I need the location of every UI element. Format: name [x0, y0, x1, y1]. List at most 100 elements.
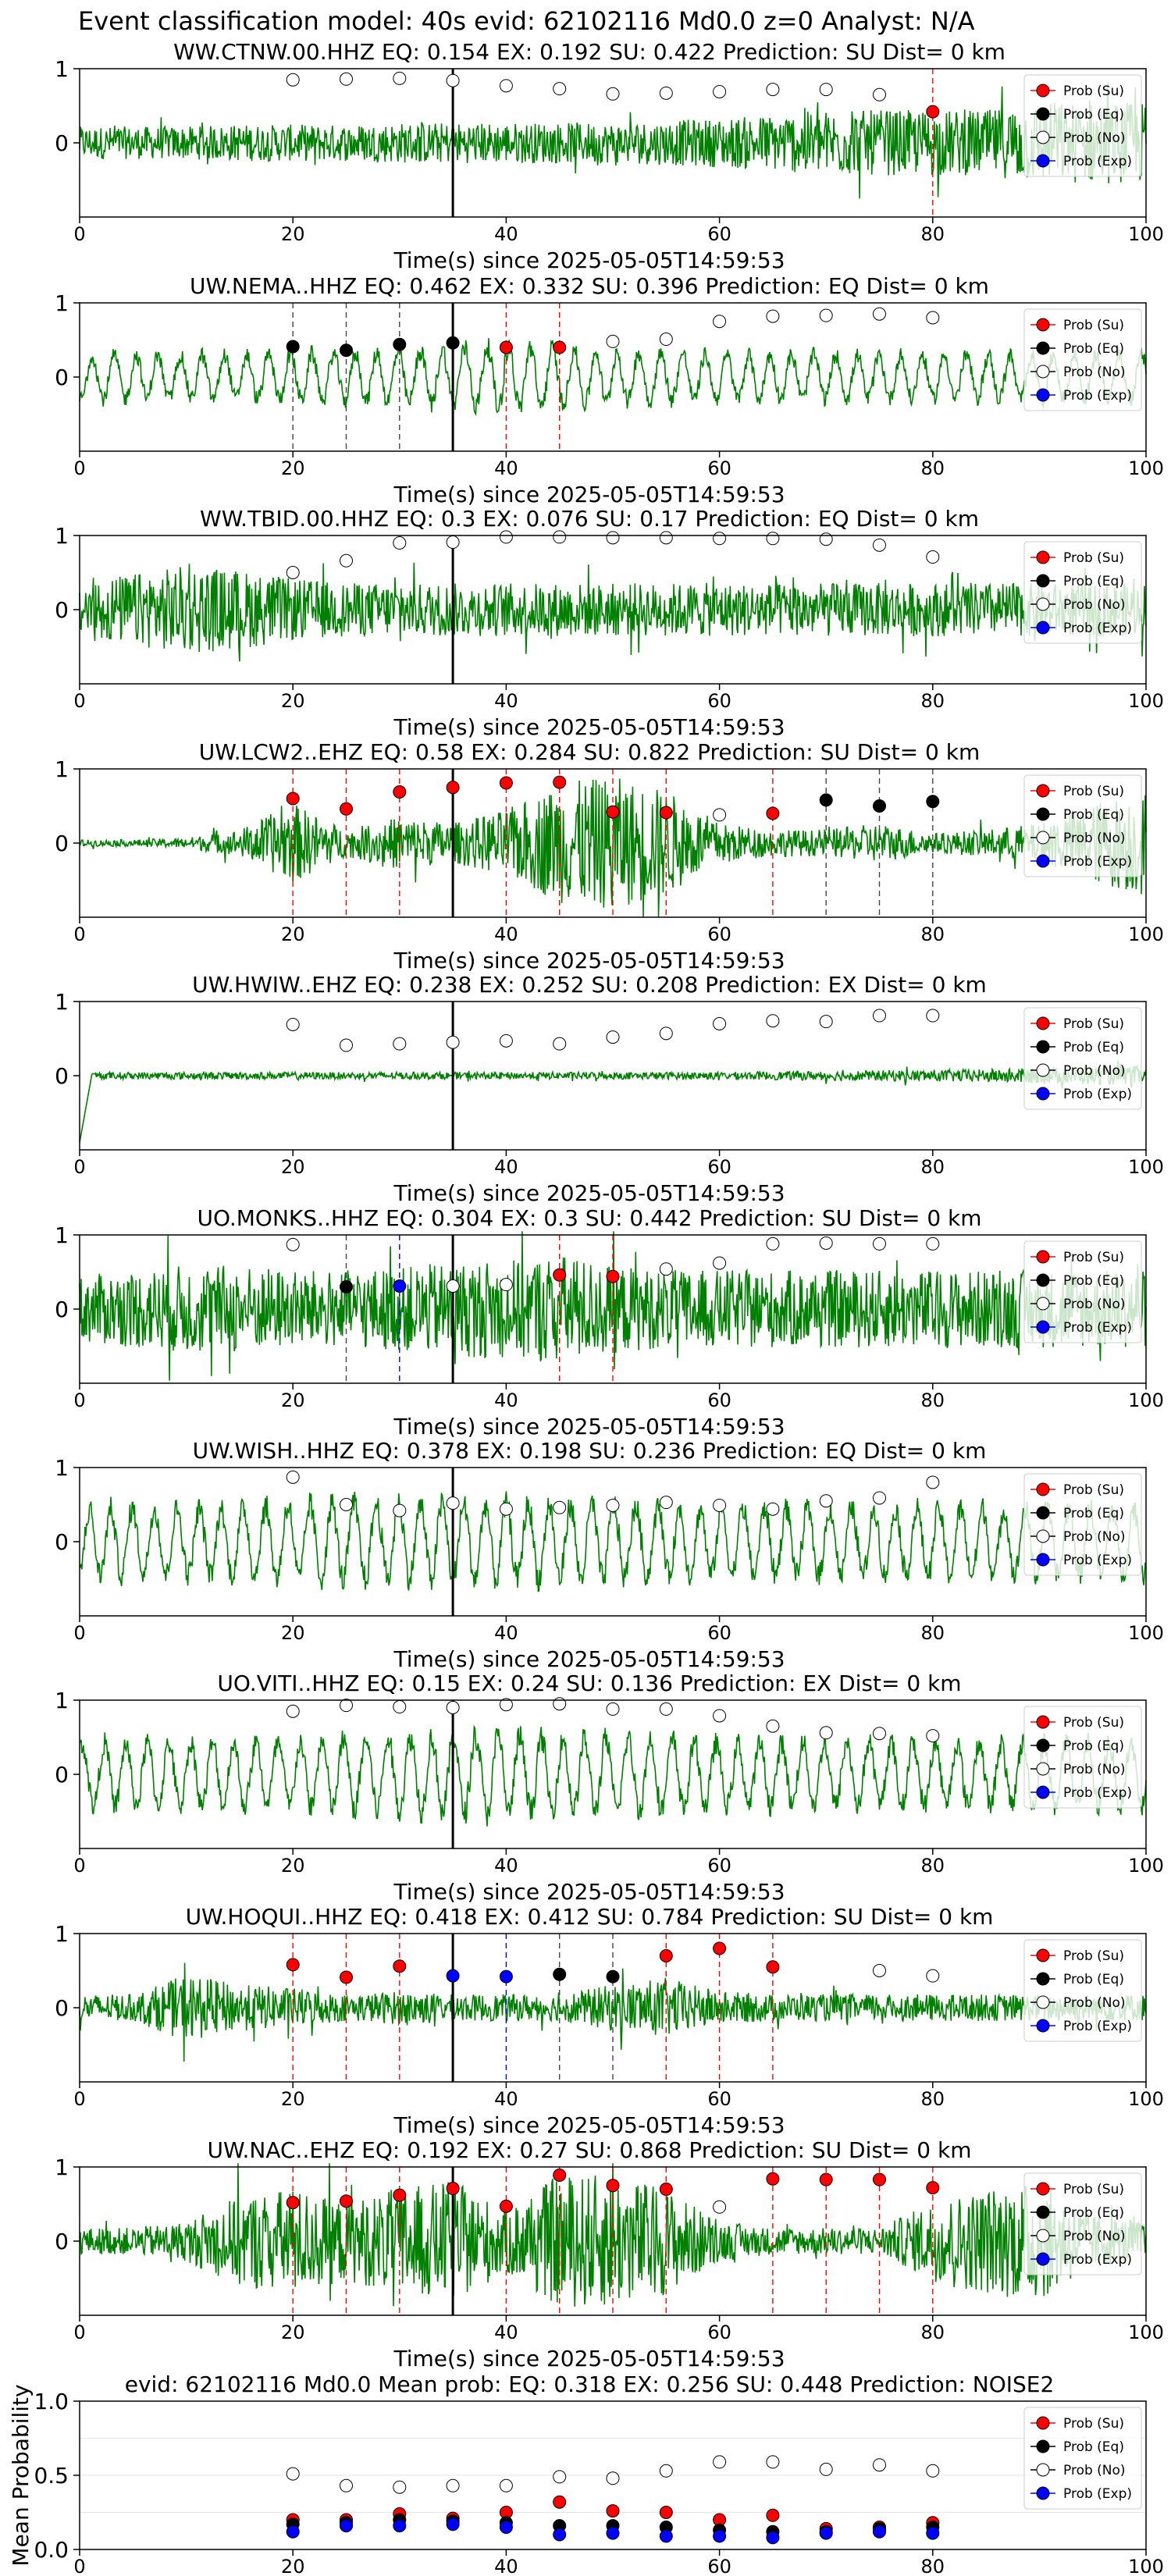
panel-title: WW.TBID.00.HHZ EQ: 0.3 EX: 0.076 SU: 0.1…	[200, 506, 979, 532]
legend-label: Prob (No)	[1063, 831, 1126, 846]
prob-point-su	[499, 340, 513, 354]
x-tick-label: 100	[1128, 2322, 1164, 2343]
x-tick-label: 40	[494, 1156, 518, 1178]
waveform-trace	[79, 1962, 1147, 2062]
prob-point-su	[926, 2181, 940, 2195]
prob-point-no	[926, 550, 940, 564]
x-tick-label: 40	[494, 2322, 518, 2343]
x-axis-label: Time(s) since 2025-05-05T14:59:53	[393, 1414, 785, 1439]
prob-point-no	[659, 1262, 673, 1276]
prob-point-no	[766, 1719, 780, 1733]
x-tick-label: 40	[494, 690, 518, 712]
x-tick-label: 40	[494, 2556, 518, 2576]
prob-point-no	[286, 73, 300, 87]
prob-point-no	[819, 1494, 833, 1508]
legend-marker-exp	[1036, 854, 1050, 868]
prob-point-no	[659, 1702, 673, 1716]
x-tick-label: 20	[281, 1855, 305, 1877]
y-tick-label: 1	[55, 2154, 69, 2180]
prob-point-no	[713, 1017, 727, 1030]
legend-label: Prob (Su)	[1063, 1715, 1124, 1731]
prob-point-su	[766, 2172, 780, 2186]
x-tick-label: 0	[73, 223, 85, 245]
legend-label: Prob (No)	[1063, 365, 1126, 380]
legend-label: Prob (Su)	[1063, 784, 1124, 799]
prob-point-su	[393, 785, 407, 799]
legend-label: Prob (Eq)	[1063, 574, 1124, 589]
legend-label: Prob (Exp)	[1063, 1553, 1132, 1568]
prob-point-no	[606, 1702, 620, 1716]
legend-label: Prob (Eq)	[1063, 807, 1124, 823]
panel-title: UW.NAC..EHZ EQ: 0.192 EX: 0.27 SU: 0.868…	[208, 2137, 972, 2163]
y-tick-label: 0.0	[34, 2537, 69, 2563]
x-tick-label: 80	[921, 923, 945, 945]
x-tick-label: 100	[1128, 1156, 1164, 1178]
prob-point-no	[446, 535, 460, 550]
mean-point-su	[606, 2504, 620, 2518]
legend-marker-exp	[1036, 2019, 1050, 2033]
legend-marker-eq	[1036, 1506, 1050, 1520]
prob-point-no	[499, 79, 513, 93]
prob-point-su	[286, 2196, 300, 2210]
legend-marker-exp	[1036, 154, 1050, 168]
prob-point-no	[926, 1475, 940, 1489]
mean-point-exp	[553, 2528, 567, 2542]
y-tick-label: 0	[55, 597, 69, 623]
waveform-trace	[79, 83, 1147, 199]
legend-marker-su	[1036, 84, 1050, 98]
y-tick-label: 0.5	[34, 2463, 69, 2489]
prob-point-su	[659, 1949, 673, 1962]
panel-title: UO.VITI..HHZ EQ: 0.15 EX: 0.24 SU: 0.136…	[217, 1670, 961, 1696]
figure-suptitle: Event classification model: 40s evid: 62…	[78, 6, 975, 36]
prob-point-no	[286, 1237, 300, 1251]
mean-point-exp	[766, 2531, 780, 2545]
prob-point-no	[553, 530, 567, 544]
x-tick-label: 60	[707, 457, 731, 479]
axes-frame	[79, 1467, 1147, 1617]
prob-point-su	[499, 2199, 513, 2213]
prob-point-no	[553, 1697, 567, 1711]
x-tick-label: 0	[73, 2556, 85, 2576]
mean-point-exp	[873, 2524, 886, 2539]
legend-marker-no	[1036, 831, 1050, 845]
legend-box	[1023, 74, 1142, 177]
legend: Prob (Su) Prob (Eq) Prob (No) Prob (Exp)	[1023, 774, 1142, 877]
legend-box	[1023, 1007, 1142, 1110]
legend-label: Prob (Eq)	[1063, 2205, 1124, 2221]
panel-title: UO.MONKS..HHZ EQ: 0.304 EX: 0.3 SU: 0.44…	[197, 1205, 981, 1231]
prob-point-no	[819, 308, 833, 322]
prob-point-su	[606, 1269, 620, 1283]
legend-label: Prob (Exp)	[1063, 154, 1132, 169]
prob-point-no	[393, 1700, 407, 1714]
prob-point-eq	[819, 793, 833, 807]
y-tick-label: 0	[55, 1529, 69, 1555]
prob-point-su	[659, 2183, 673, 2196]
legend-label: Prob (Eq)	[1063, 1972, 1124, 1987]
legend-marker-no	[1036, 1297, 1050, 1311]
legend-label: Prob (Exp)	[1063, 2019, 1132, 2034]
mean-point-su	[553, 2495, 567, 2509]
legend-marker-no	[1036, 1529, 1050, 1543]
x-axis-label: Time(s) since 2025-05-05T14:59:53	[393, 1879, 785, 1905]
x-axis-label: Time(s) since 2025-05-05T14:59:53	[393, 1646, 785, 1672]
x-tick-label: 0	[73, 1855, 85, 1877]
x-tick-label: 20	[281, 1622, 305, 1644]
mean-point-exp	[606, 2526, 620, 2540]
legend: Prob (Su) Prob (Eq) Prob (No) Prob (Exp)	[1023, 1706, 1142, 1809]
x-tick-label: 80	[921, 2556, 945, 2576]
legend: Prob (Su) Prob (Eq) Prob (No) Prob (Exp)	[1023, 1240, 1142, 1343]
prob-point-no	[766, 532, 780, 546]
y-tick-label: 1	[55, 989, 69, 1015]
prob-point-su	[553, 340, 567, 354]
legend-marker-su	[1036, 550, 1050, 564]
panel-7: UO.VITI..HHZ EQ: 0.15 EX: 0.24 SU: 0.136…	[55, 1670, 1164, 1905]
prob-point-su	[553, 775, 567, 789]
legend-marker-no	[1036, 130, 1050, 144]
legend-label: Prob (No)	[1063, 1529, 1126, 1545]
x-tick-label: 40	[494, 1855, 518, 1877]
x-tick-label: 100	[1128, 1389, 1164, 1411]
mean-point-no	[499, 2478, 513, 2492]
panel-8: UW.HOQUI..HHZ EQ: 0.418 EX: 0.412 SU: 0.…	[55, 1904, 1164, 2138]
legend-label: Prob (Su)	[1063, 2416, 1124, 2432]
prob-point-su	[286, 792, 300, 806]
